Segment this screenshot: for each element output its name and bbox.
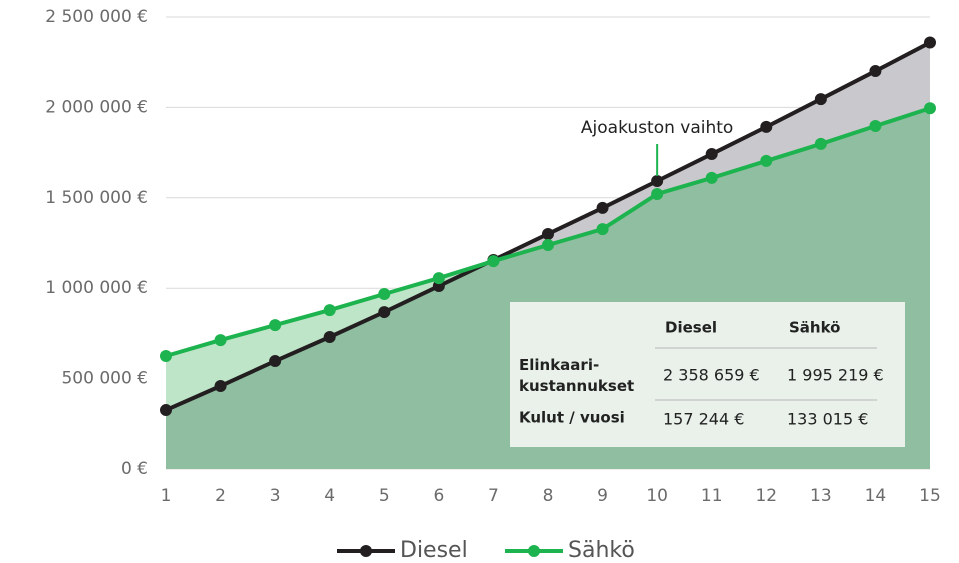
point (378, 306, 391, 319)
legend-label: Sähkö (568, 538, 635, 563)
x-tick-label: 13 (810, 486, 832, 506)
point (869, 65, 882, 78)
x-tick-label: 10 (646, 486, 668, 506)
x-tick-label: 3 (270, 486, 281, 506)
point (378, 287, 391, 300)
table-cell: 157 244 € (663, 410, 744, 429)
point (323, 331, 336, 344)
point (487, 255, 500, 268)
y-tick-label: 2 500 000 € (45, 7, 148, 27)
point (924, 102, 936, 115)
point (596, 201, 609, 214)
point (760, 120, 773, 133)
x-tick-label: 1 (161, 486, 172, 506)
annotation: Ajoakuston vaihto (581, 118, 733, 138)
x-tick-label: 2 (215, 486, 226, 506)
point (269, 355, 282, 368)
point (160, 350, 172, 362)
table-cell: 2 358 659 € (663, 366, 760, 385)
y-tick-label: 0 € (121, 459, 148, 479)
point (760, 154, 773, 167)
x-tick-label: 12 (755, 486, 777, 506)
y-tick-label: 1 000 000 € (45, 278, 148, 298)
x-tick-label: 11 (701, 486, 723, 506)
point (269, 319, 282, 332)
point (214, 334, 227, 347)
point (705, 171, 718, 184)
table-bg (510, 302, 905, 447)
x-tick-label: 5 (379, 486, 390, 506)
y-tick-label: 500 000 € (61, 369, 148, 389)
table-row-label: Kulut / vuosi (519, 409, 625, 427)
table-header: Diesel (665, 319, 717, 337)
y-tick-label: 2 000 000 € (45, 97, 148, 117)
point (160, 404, 172, 417)
point (542, 227, 554, 240)
legend-label: Diesel (400, 538, 468, 563)
point (596, 223, 609, 236)
point (432, 272, 445, 285)
point (651, 188, 664, 201)
x-tick-label: 6 (433, 486, 444, 506)
point (814, 137, 827, 150)
point (323, 304, 336, 317)
point (814, 93, 827, 106)
point (869, 120, 882, 133)
legend-marker (528, 545, 540, 557)
point (542, 238, 554, 251)
y-tick-label: 1 500 000 € (45, 188, 148, 208)
x-tick-label: 15 (919, 486, 941, 506)
point (705, 148, 718, 161)
table-row-label: Elinkaari- (519, 356, 599, 374)
table-cell: 1 995 219 € (787, 366, 884, 385)
x-tick-label: 9 (597, 486, 608, 506)
table-row-label: kustannukset (519, 377, 634, 395)
point (924, 36, 936, 49)
x-tick-label: 8 (543, 486, 554, 506)
table-header: Sähkö (789, 319, 840, 337)
point (651, 174, 664, 187)
x-tick-label: 14 (865, 486, 887, 506)
legend-marker (360, 545, 372, 557)
table-cell: 133 015 € (787, 410, 868, 429)
point (214, 380, 227, 393)
x-tick-label: 7 (488, 486, 499, 506)
x-tick-label: 4 (324, 486, 335, 506)
